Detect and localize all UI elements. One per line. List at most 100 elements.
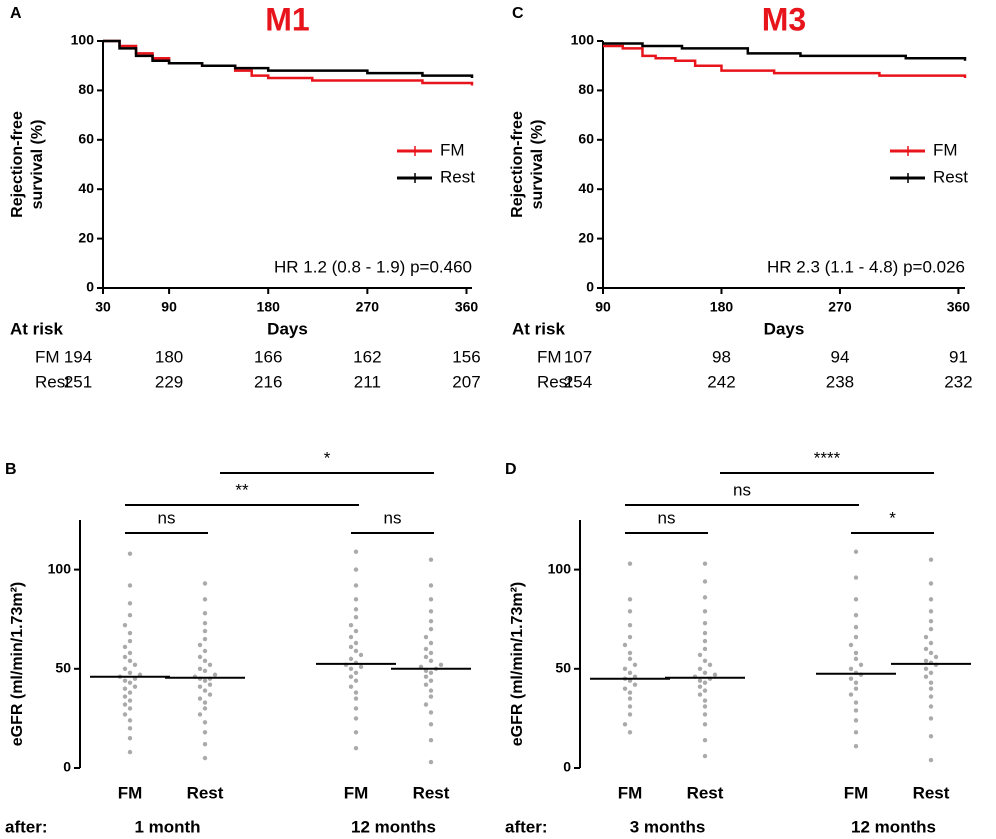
y-tick-label: 0 bbox=[86, 279, 94, 295]
y-tick-label: 20 bbox=[78, 229, 94, 245]
at-risk-row-label: FM bbox=[537, 347, 562, 366]
data-point bbox=[428, 650, 434, 656]
data-point bbox=[622, 686, 628, 691]
y-tick-label: 100 bbox=[571, 32, 595, 48]
chart-title: M1 bbox=[265, 1, 309, 37]
data-point bbox=[697, 678, 703, 683]
data-point bbox=[348, 684, 354, 689]
x-tick-label: 180 bbox=[257, 299, 281, 315]
data-point bbox=[353, 716, 359, 721]
data-point bbox=[702, 688, 708, 693]
data-point bbox=[127, 726, 133, 731]
at-risk-value: 98 bbox=[712, 347, 731, 366]
data-point bbox=[197, 666, 203, 671]
legend-label: Rest bbox=[440, 167, 475, 186]
data-point bbox=[353, 597, 359, 602]
y-tick-label: 80 bbox=[578, 81, 594, 97]
data-point bbox=[928, 757, 934, 763]
panel-letter: B bbox=[5, 461, 17, 478]
data-point bbox=[428, 597, 434, 602]
x-tick-label: 180 bbox=[710, 299, 734, 315]
data-point bbox=[127, 613, 133, 618]
data-point bbox=[928, 557, 934, 562]
x-tick-label: Rest bbox=[187, 783, 224, 802]
data-point bbox=[122, 702, 128, 707]
data-point bbox=[702, 646, 708, 652]
data-point bbox=[858, 662, 864, 668]
data-point bbox=[428, 618, 434, 624]
survival-curve bbox=[103, 39, 474, 79]
x-tick-label: 90 bbox=[161, 299, 177, 315]
data-point bbox=[702, 658, 708, 664]
data-point bbox=[627, 730, 633, 735]
data-point bbox=[702, 753, 708, 759]
data-point bbox=[122, 654, 128, 660]
data-point bbox=[207, 692, 213, 697]
y-tick-label: 60 bbox=[578, 131, 594, 147]
data-point bbox=[702, 620, 708, 626]
y-axis-label: eGFR (ml/min/1.73m²) bbox=[509, 582, 526, 746]
data-point bbox=[928, 734, 934, 739]
annotation: HR 2.3 (1.1 - 4.8) p=0.026 bbox=[767, 257, 965, 276]
data-point bbox=[928, 626, 934, 632]
data-point bbox=[853, 708, 859, 713]
legend-label: FM bbox=[440, 140, 465, 159]
panel-letter: D bbox=[505, 461, 517, 478]
y-tick-label: 50 bbox=[555, 660, 571, 676]
data-point bbox=[353, 583, 359, 588]
data-point bbox=[353, 567, 359, 572]
at-risk-value: 94 bbox=[830, 347, 849, 366]
data-point bbox=[348, 674, 354, 679]
data-point bbox=[132, 684, 138, 689]
data-point bbox=[848, 692, 854, 697]
y-tick-label: 0 bbox=[63, 759, 71, 775]
data-point bbox=[933, 654, 939, 660]
data-point bbox=[122, 686, 128, 691]
data-point bbox=[697, 692, 703, 697]
data-point bbox=[197, 642, 203, 648]
data-point bbox=[712, 672, 718, 677]
timepoint: 12 months bbox=[351, 817, 436, 836]
y-tick-label: 100 bbox=[48, 560, 72, 576]
data-point bbox=[627, 609, 633, 614]
at-risk-value: 166 bbox=[254, 347, 282, 366]
data-point bbox=[127, 670, 133, 675]
survival-curve bbox=[103, 39, 474, 86]
at-risk-value: 162 bbox=[353, 347, 381, 366]
comparison-label: ns bbox=[658, 508, 676, 527]
x-axis-label: Days bbox=[267, 319, 308, 338]
data-point bbox=[423, 654, 429, 660]
data-point bbox=[122, 694, 128, 699]
data-point bbox=[848, 676, 854, 681]
data-point bbox=[122, 666, 128, 671]
x-tick-label: FM bbox=[344, 783, 369, 802]
chart-title: M3 bbox=[762, 1, 806, 37]
data-point bbox=[122, 644, 128, 650]
x-tick-label: FM bbox=[844, 783, 869, 802]
data-point bbox=[197, 696, 203, 701]
data-point bbox=[353, 730, 359, 735]
at-risk-row-label: Rest bbox=[35, 372, 70, 391]
data-point bbox=[853, 743, 859, 749]
data-point bbox=[127, 658, 133, 664]
y-axis-label: Rejection-free bbox=[509, 111, 526, 218]
at-risk-row-label: FM bbox=[35, 347, 60, 366]
comparison-label: **** bbox=[814, 448, 841, 467]
comparison-label: ns bbox=[158, 508, 176, 527]
data-point bbox=[853, 730, 859, 735]
data-point bbox=[928, 694, 934, 699]
data-point bbox=[428, 759, 434, 765]
data-point bbox=[127, 638, 133, 644]
data-point bbox=[627, 622, 633, 628]
data-point bbox=[348, 656, 354, 662]
data-point bbox=[202, 668, 208, 673]
data-point bbox=[702, 704, 708, 709]
data-point bbox=[853, 686, 859, 691]
data-point bbox=[348, 666, 354, 671]
y-axis-label: Rejection-free bbox=[9, 111, 26, 218]
data-point bbox=[127, 551, 133, 556]
data-point bbox=[853, 718, 859, 723]
data-point bbox=[353, 745, 359, 751]
at-risk-value: 211 bbox=[354, 372, 381, 391]
